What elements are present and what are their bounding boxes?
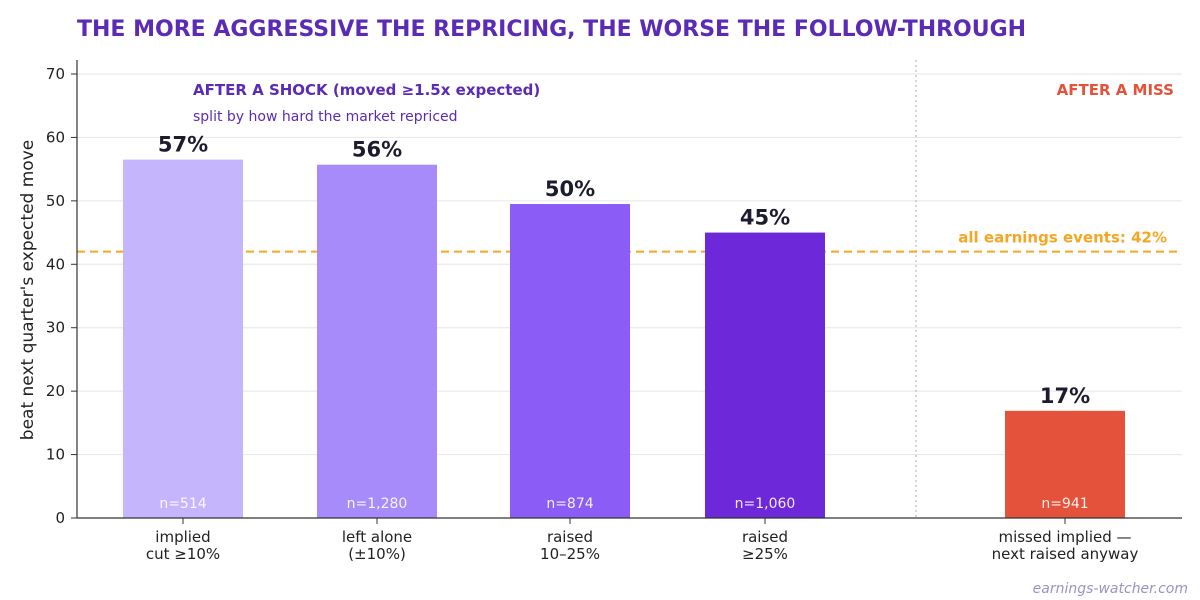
bar-n-label: n=1,060 [735,496,796,512]
y-tick-label: 0 [55,509,65,527]
bar-value-label: 17% [1040,384,1090,408]
bar [1005,410,1125,518]
bar-value-label: 57% [158,133,208,157]
y-tick-label: 60 [46,128,65,146]
bar [510,204,630,518]
shock-subheading: split by how hard the market repriced [193,109,458,125]
x-tick-label: next raised anyway [992,545,1139,563]
y-tick-label: 10 [46,446,65,464]
shock-heading: AFTER A SHOCK (moved ≥1.5x expected) [193,81,540,99]
bars: 57% n=514 56% n=1,280 50% n=874 45% n=1,060 17% n… [123,133,1125,519]
y-tick-label: 20 [46,382,65,400]
x-tick-label: (±10%) [348,545,406,563]
y-tick-label: 30 [46,319,65,337]
bar-n-label: n=941 [1041,496,1088,512]
x-tick-label: cut ≥10% [146,545,220,563]
bar-n-label: n=514 [159,496,206,512]
bar-value-label: 45% [740,206,790,230]
y-axis-label: beat next quarter's expected move [18,140,38,440]
x-tick-label: raised [547,528,593,546]
bar-value-label: 50% [545,177,595,201]
bar [705,232,825,519]
x-tick-label: left alone [342,528,412,546]
chart-title: THE MORE AGGRESSIVE THE REPRICING, THE W… [77,17,1026,42]
reference-line-label: all earnings events: 42% [958,229,1167,247]
miss-heading: AFTER A MISS [1057,81,1174,99]
y-tick-label: 50 [46,192,65,210]
x-tick-label: missed implied — [998,528,1131,546]
bar [317,164,437,518]
bar-n-label: n=1,280 [347,496,408,512]
y-tick-label: 40 [46,255,65,273]
y-tick-label: 70 [46,65,65,83]
bar-n-label: n=874 [546,496,593,512]
x-tick-label: ≥25% [742,545,788,563]
x-tick-label: 10–25% [540,545,600,563]
x-tick-label: raised [742,528,788,546]
x-tick-label: implied [155,528,210,546]
bar [123,159,243,518]
bar-value-label: 56% [352,138,402,162]
credit: earnings-watcher.com [1033,581,1188,597]
